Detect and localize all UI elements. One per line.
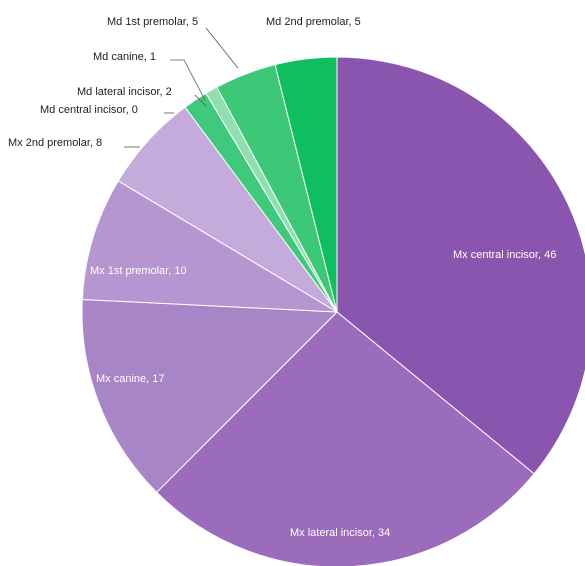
label-mx-canine: Mx canine, 17 xyxy=(96,373,164,385)
labels-layer: Mx central incisor, 46 Mx lateral incisor… xyxy=(8,16,556,539)
slice-md-2nd-premolar xyxy=(274,56,338,313)
leader-line-md-lateral-incisor xyxy=(194,94,207,107)
leader-lines-layer xyxy=(124,27,239,148)
label-md-lateral-incisor: Md lateral incisor, 2 xyxy=(77,86,172,98)
leader-line-md-canine xyxy=(170,59,206,101)
slice-mx-central-incisor xyxy=(336,56,585,475)
slice-mx-lateral-incisor xyxy=(155,311,535,566)
label-md-1st-premolar: Md 1st premolar, 5 xyxy=(107,16,198,28)
label-md-canine: Md canine, 1 xyxy=(93,51,156,63)
label-mx-central-incisor: Mx central incisor, 46 xyxy=(453,249,556,261)
slices-layer xyxy=(81,56,585,566)
label-md-central-incisor: Md central incisor, 0 xyxy=(40,104,138,116)
slice-mx-1st-premolar xyxy=(81,180,338,313)
label-mx-lateral-incisor: Mx lateral incisor, 34 xyxy=(290,527,390,539)
label-md-2nd-premolar: Md 2nd premolar, 5 xyxy=(266,16,361,28)
slice-mx-canine xyxy=(81,298,339,494)
label-mx-2nd-premolar: Mx 2nd premolar, 8 xyxy=(8,137,102,149)
label-mx-1st-premolar: Mx 1st premolar, 10 xyxy=(90,265,187,277)
leader-line-md-1st-premolar xyxy=(205,27,239,69)
